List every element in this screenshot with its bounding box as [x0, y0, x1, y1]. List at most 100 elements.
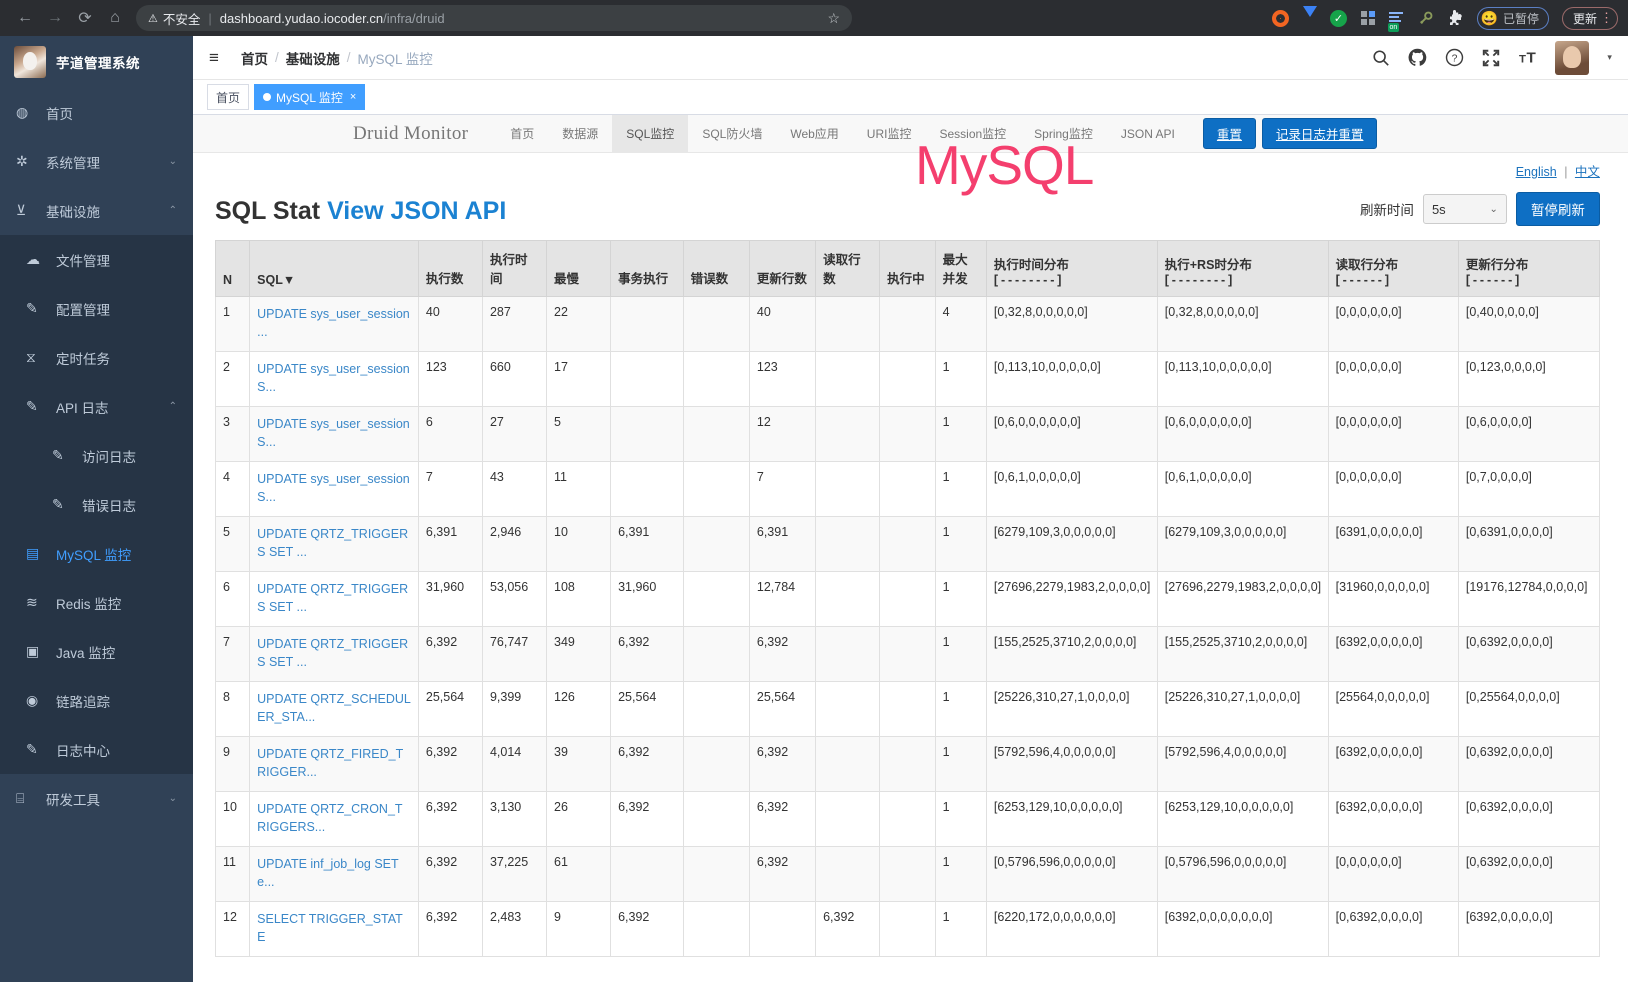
sidebar-item-研发工具[interactable]: ⌸ 研发工具 ⌄ — [0, 774, 193, 823]
profile-paused-button[interactable]: 😀 已暂停 — [1476, 6, 1549, 30]
sidebar-brand[interactable]: 芋道管理系统 — [0, 36, 193, 88]
bookmark-star-icon[interactable]: ☆ — [827, 9, 840, 26]
druid-nav-session监控[interactable]: Session监控 — [939, 126, 1007, 141]
sidebar-item-定时任务[interactable]: ⧖ 定时任务 — [0, 333, 193, 382]
breadcrumb-item-infra[interactable]: 基础设施 — [285, 51, 340, 67]
table-row[interactable]: 11 UPDATE inf_job_log SET e... 6,392 37,225… — [214, 846, 1600, 902]
column-header-执行rs时分布[interactable]: 执行+RS时分布[ - - - - - - - - ] — [1156, 240, 1329, 297]
orange-circle-extension-icon[interactable] — [1271, 8, 1291, 28]
table-row[interactable]: 6 UPDATE QRTZ_TRIGGERS SET ... 31,960 53,05… — [214, 571, 1600, 627]
sidebar-item-文件管理[interactable]: ☁ 文件管理 — [0, 235, 193, 284]
sql-link[interactable]: UPDATE sys_user_session S... — [257, 472, 410, 505]
table-row[interactable]: 4 UPDATE sys_user_session S... 7 43 11 7 1 [0,6… — [214, 461, 1600, 517]
update-button[interactable]: 更新 ⋮ — [1561, 6, 1618, 30]
sidebar-item-系统管理[interactable]: ✲ 系统管理 ⌄ — [0, 137, 193, 186]
column-header-执行中[interactable]: 执行中 — [879, 240, 936, 297]
sql-link[interactable]: UPDATE sys_user_session S... — [257, 417, 410, 450]
druid-nav-uri监控[interactable]: URI监控 — [866, 126, 912, 141]
avatar[interactable] — [1555, 40, 1590, 75]
column-header-更新行分布[interactable]: 更新行分布[ - - - - - - ] — [1457, 240, 1600, 297]
table-row[interactable]: 7 UPDATE QRTZ_TRIGGERS SET ... 6,392 76,747… — [214, 626, 1600, 682]
list-extension-icon[interactable]: on — [1387, 8, 1407, 32]
refresh-interval-select[interactable]: 5s ⌄ — [1422, 194, 1507, 224]
reload-icon[interactable]: ⟳ — [78, 10, 92, 27]
table-row[interactable]: 5 UPDATE QRTZ_TRIGGERS SET ... 6,391 2,946 1… — [214, 516, 1600, 572]
sidebar-item-配置管理[interactable]: ✎ 配置管理 — [0, 284, 193, 333]
sql-link[interactable]: UPDATE QRTZ_TRIGGERS SET ... — [257, 582, 409, 615]
address-bar[interactable]: ⚠ 不安全 | dashboard.yudao.iocoder.cn /infr… — [136, 5, 852, 31]
druid-nav-首页[interactable]: 首页 — [510, 126, 535, 141]
sql-link[interactable]: UPDATE QRTZ_TRIGGERS SET ... — [257, 527, 409, 560]
reset-button[interactable]: 重置 — [1202, 118, 1256, 149]
sql-link[interactable]: UPDATE QRTZ_SCHEDULER_STA... — [257, 692, 411, 725]
sidebar-item-错误日志[interactable]: ✎ 错误日志 — [0, 480, 193, 529]
table-row[interactable]: 3 UPDATE sys_user_session S... 6 27 5 12 1 [0,6… — [214, 406, 1600, 462]
druid-nav-json-api[interactable]: JSON API — [1120, 126, 1175, 141]
column-header-执行时间分布[interactable]: 执行时间分布[ - - - - - - - - ] — [985, 240, 1158, 297]
key-extension-icon[interactable] — [1416, 8, 1436, 28]
column-header-最慢[interactable]: 最慢 — [545, 240, 612, 297]
sql-link[interactable]: UPDATE QRTZ_TRIGGERS SET ... — [257, 637, 409, 670]
pause-refresh-button[interactable]: 暂停刷新 — [1515, 192, 1600, 226]
table-row[interactable]: 12 SELECT TRIGGER_STATE 6,392 2,483 9 6,392 6,… — [214, 901, 1600, 957]
column-header-错误数[interactable]: 错误数 — [682, 240, 750, 297]
sidebar-item-访问日志[interactable]: ✎ 访问日志 — [0, 431, 193, 480]
sidebar-item-链路追踪[interactable]: ◉ 链路追踪 — [0, 676, 193, 725]
sql-link[interactable]: SELECT TRIGGER_STATE — [257, 912, 403, 945]
column-header-读取行数[interactable]: 读取行数 — [815, 240, 881, 297]
druid-nav-web应用[interactable]: Web应用 — [790, 126, 839, 141]
log-and-reset-button[interactable]: 记录日志并重置 — [1261, 118, 1378, 149]
sql-link[interactable]: UPDATE sys_user_session S... — [257, 362, 410, 395]
druid-nav-sql防火墙[interactable]: SQL防火墙 — [702, 126, 763, 141]
column-header-读取行分布[interactable]: 读取行分布[ - - - - - - ] — [1327, 240, 1459, 297]
table-row[interactable]: 2 UPDATE sys_user_session S... 123 660 17 123… — [214, 351, 1600, 407]
column-header-更新行数[interactable]: 更新行数 — [748, 240, 817, 297]
green-check-extension-icon[interactable]: ✓ — [1329, 8, 1349, 28]
column-header-事务执行[interactable]: 事务执行 — [610, 240, 684, 297]
column-header-n[interactable]: N — [214, 240, 251, 297]
github-icon[interactable] — [1408, 48, 1427, 67]
back-icon[interactable]: ← — [17, 9, 33, 26]
grid-extension-icon[interactable] — [1358, 8, 1378, 28]
sidebar-toggle-icon[interactable]: ≡ — [209, 47, 219, 67]
sidebar-item-api-日志[interactable]: ✎ API 日志 ⌃ — [0, 382, 193, 431]
lang-chinese-link[interactable]: 中文 — [1574, 165, 1600, 179]
column-header-执行时间[interactable]: 执行时间 — [481, 240, 548, 297]
druid-nav-数据源[interactable]: 数据源 — [562, 126, 599, 141]
search-icon[interactable] — [1372, 49, 1390, 67]
sql-link[interactable]: UPDATE sys_user_session ... — [257, 307, 410, 340]
lang-english-link[interactable]: English — [1515, 165, 1557, 179]
view-json-api-link[interactable]: View JSON API — [327, 197, 507, 225]
column-header-最大并发[interactable]: 最大并发 — [934, 240, 987, 297]
table-row[interactable]: 8 UPDATE QRTZ_SCHEDULER_STA... 25,564 9,399… — [214, 681, 1600, 737]
tag-mysql-监控[interactable]: MySQL 监控 × — [254, 84, 366, 110]
table-row[interactable]: 1 UPDATE sys_user_session ... 40 287 22 40 4 [0… — [214, 296, 1600, 352]
table-row[interactable]: 10 UPDATE QRTZ_CRON_TRIGGERS... 6,392 3,130… — [214, 791, 1600, 847]
help-icon[interactable]: ? — [1445, 48, 1464, 67]
blue-diamond-extension-icon[interactable] — [1300, 6, 1320, 28]
sql-link[interactable]: UPDATE QRTZ_CRON_TRIGGERS... — [257, 802, 403, 835]
sidebar-item-java-监控[interactable]: ▣ Java 监控 — [0, 627, 193, 676]
sidebar-item-首页[interactable]: ◍ 首页 — [0, 88, 193, 137]
breadcrumb-item-home[interactable]: 首页 — [241, 51, 268, 67]
browser-menu-icon[interactable]: ⋮ — [1600, 10, 1613, 25]
sidebar-item-redis-监控[interactable]: ≋ Redis 监控 — [0, 578, 193, 627]
sidebar-item-基础设施[interactable]: ⊻ 基础设施 ⌃ — [0, 186, 193, 235]
druid-nav-spring监控[interactable]: Spring监控 — [1034, 126, 1093, 141]
column-header-sql[interactable]: SQL▼ — [249, 240, 419, 297]
forward-icon[interactable]: → — [47, 9, 63, 26]
close-icon[interactable]: × — [349, 91, 357, 103]
druid-nav-sql监控[interactable]: SQL监控 — [612, 115, 689, 153]
sql-link[interactable]: UPDATE inf_job_log SET e... — [257, 857, 399, 890]
sql-link[interactable]: UPDATE QRTZ_FIRED_TRIGGER... — [257, 747, 404, 780]
sidebar-item-mysql-监控[interactable]: ▤ MySQL 监控 — [0, 529, 193, 578]
home-icon[interactable]: ⌂ — [110, 9, 120, 26]
puzzle-extensions-icon[interactable] — [1445, 8, 1465, 28]
avatar-caret-icon[interactable]: ▾ — [1607, 52, 1612, 62]
tag-首页[interactable]: 首页 — [207, 84, 250, 110]
table-row[interactable]: 9 UPDATE QRTZ_FIRED_TRIGGER... 6,392 4,014 3… — [214, 736, 1600, 792]
fullscreen-icon[interactable] — [1482, 49, 1500, 67]
column-header-执行数[interactable]: 执行数 — [417, 240, 483, 297]
sidebar-item-日志中心[interactable]: ✎ 日志中心 — [0, 725, 193, 774]
